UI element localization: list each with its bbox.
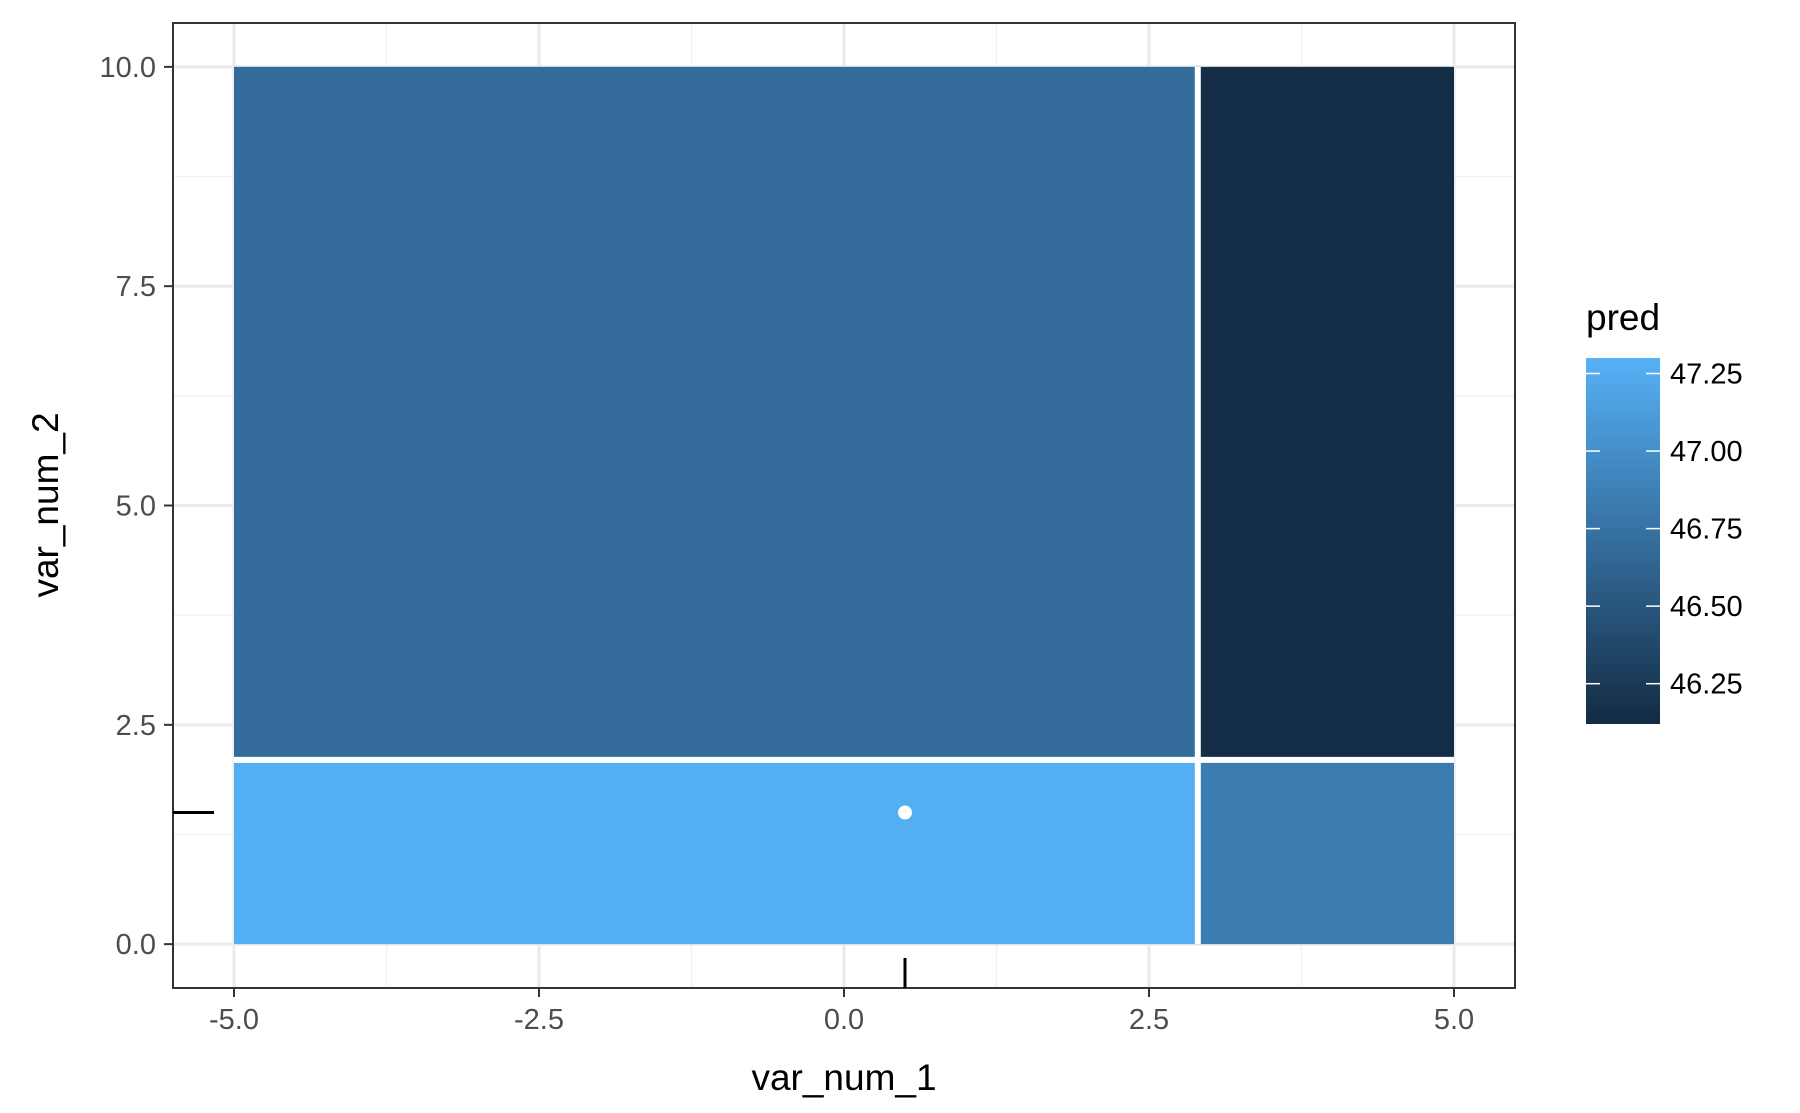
x-tick-label: -5.0 xyxy=(209,1004,259,1036)
data-point xyxy=(898,805,912,820)
legend-break-label: 46.50 xyxy=(1670,591,1743,623)
legend-break-label: 47.25 xyxy=(1670,359,1743,391)
x-tick-label: 2.5 xyxy=(1129,1004,1169,1036)
y-tick-label: 5.0 xyxy=(116,491,156,523)
split-lines xyxy=(234,66,1454,945)
legend-break-label: 47.00 xyxy=(1670,436,1743,468)
rug-marks xyxy=(173,811,907,988)
legend-break-label: 46.75 xyxy=(1670,514,1743,546)
legend-break-label: 46.25 xyxy=(1670,669,1743,701)
points xyxy=(898,805,912,820)
heatmap-cell xyxy=(1197,66,1454,760)
heatmap-cell xyxy=(1197,759,1454,945)
x-axis: -5.0 -2.5 0.0 2.5 5.0 xyxy=(209,988,1474,1036)
y-axis-title: var_num_2 xyxy=(25,412,66,597)
x-tick-label: 5.0 xyxy=(1434,1004,1474,1036)
y-tick-label: 7.5 xyxy=(116,271,156,303)
heatmap-cell xyxy=(234,66,1198,760)
x-tick-label: -2.5 xyxy=(514,1004,564,1036)
legend: pred 47.25 47.00 46.75 46.50 46.25 xyxy=(1586,297,1743,724)
x-tick-label: 0.0 xyxy=(824,1004,864,1036)
heatmap-cells xyxy=(234,66,1454,945)
x-axis-title: var_num_1 xyxy=(751,1057,936,1098)
y-tick-label: 2.5 xyxy=(116,710,156,742)
y-tick-label: 0.0 xyxy=(116,929,156,961)
heatmap-cell xyxy=(234,759,1198,945)
y-axis: 0.0 2.5 5.0 7.5 10.0 xyxy=(100,52,173,961)
legend-colorbar xyxy=(1586,358,1660,724)
y-tick-label: 10.0 xyxy=(100,52,156,84)
legend-breaks: 47.25 47.00 46.75 46.50 46.25 xyxy=(1586,359,1743,701)
legend-title: pred xyxy=(1586,297,1660,338)
